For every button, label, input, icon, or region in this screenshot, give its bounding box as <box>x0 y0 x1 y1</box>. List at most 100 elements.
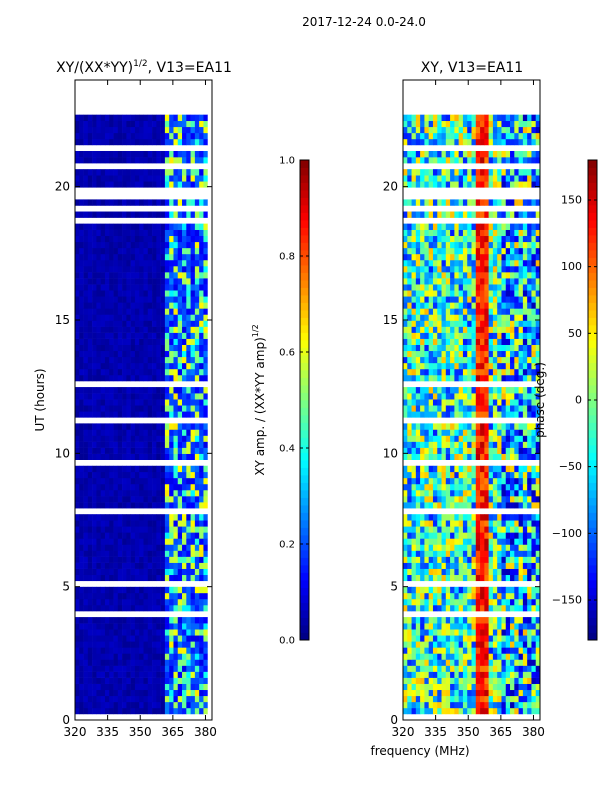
heatmap-cell <box>527 489 532 497</box>
heatmap-cell <box>471 629 477 636</box>
heatmap-cell <box>152 278 157 285</box>
heatmap-cell <box>100 514 106 521</box>
colorbar-segment <box>300 610 309 618</box>
heatmap-cell <box>510 647 515 654</box>
heatmap-cell <box>199 598 204 606</box>
heatmap-cell <box>424 471 429 479</box>
heatmap-cell <box>79 707 84 715</box>
heatmap-cell <box>492 453 498 460</box>
heatmap-cell <box>514 592 519 600</box>
heatmap-cell <box>203 526 209 533</box>
heatmap-cell <box>441 387 447 394</box>
heatmap-cell <box>75 556 80 563</box>
heatmap-cell <box>475 659 481 666</box>
heatmap-cell <box>83 556 89 563</box>
heatmap-cell <box>83 465 89 473</box>
heatmap-cell <box>113 157 119 164</box>
heatmap-cell <box>117 181 123 188</box>
heatmap-cell <box>126 514 131 521</box>
heatmap-cell <box>194 689 200 697</box>
heatmap-cell <box>152 229 157 237</box>
heatmap-cell <box>100 435 106 442</box>
heatmap-cell <box>147 175 153 182</box>
heatmap-cell <box>403 326 408 333</box>
heatmap-cell <box>199 223 204 230</box>
heatmap-cell <box>514 568 519 576</box>
heatmap-cell <box>122 175 127 182</box>
heatmap-cell <box>186 393 191 400</box>
heatmap-cell <box>497 689 502 697</box>
heatmap-cell <box>173 338 179 345</box>
heatmap-cell <box>194 181 200 188</box>
heatmap-cell <box>488 653 494 660</box>
heatmap-cell <box>143 677 149 684</box>
heatmap-cell <box>92 550 97 557</box>
heatmap-cell <box>492 683 498 691</box>
heatmap-cell <box>531 629 537 636</box>
heatmap-cell <box>182 356 187 364</box>
heatmap-cell <box>441 362 447 370</box>
heatmap-cell <box>411 635 417 642</box>
heatmap-cell <box>92 259 97 267</box>
heatmap-cell <box>531 320 537 327</box>
heatmap-cell <box>75 483 80 491</box>
heatmap-cell <box>441 477 447 485</box>
heatmap-cell <box>122 199 127 206</box>
heatmap-cell <box>518 393 524 400</box>
heatmap-cell <box>143 556 149 563</box>
heatmap-cell <box>134 641 140 648</box>
heatmap-cell <box>535 514 541 521</box>
heatmap-cell <box>130 695 136 703</box>
heatmap-cell <box>126 629 131 636</box>
heatmap-cell <box>462 374 468 382</box>
heatmap-cell <box>488 447 494 454</box>
heatmap-cell <box>501 689 507 697</box>
heatmap-cell <box>207 629 213 636</box>
heatmap-cell <box>475 368 481 376</box>
heatmap-cell <box>100 211 106 218</box>
heatmap-cell <box>428 483 434 491</box>
heatmap-cell <box>134 659 140 666</box>
heatmap-cell <box>462 489 468 497</box>
heatmap-cell <box>160 550 166 557</box>
heatmap-cell <box>169 477 174 485</box>
heatmap-cell <box>75 562 80 569</box>
heatmap-cell <box>411 441 417 448</box>
heatmap-cell <box>497 520 502 527</box>
heatmap-cell <box>169 568 174 576</box>
heatmap-cell <box>160 278 166 285</box>
heatmap-cell <box>428 520 434 527</box>
heatmap-cell <box>407 405 412 412</box>
heatmap-cell <box>109 138 114 146</box>
heatmap-cell <box>134 701 140 709</box>
heatmap-cell <box>134 138 140 146</box>
heatmap-cell <box>535 368 541 376</box>
heatmap-cell <box>143 707 149 715</box>
heatmap-cell <box>535 677 541 684</box>
heatmap-cell <box>458 393 464 400</box>
heatmap-cell <box>415 647 421 654</box>
heatmap-cell <box>92 374 97 382</box>
heatmap-cell <box>535 550 541 557</box>
heatmap-cell <box>199 229 204 237</box>
heatmap-cell <box>492 314 498 321</box>
heatmap-cell <box>492 393 498 400</box>
heatmap-cell <box>514 562 519 569</box>
heatmap-cell <box>407 465 412 473</box>
heatmap-cell <box>169 514 174 521</box>
heatmap-cell <box>75 695 80 703</box>
heatmap-cell <box>173 695 179 703</box>
colorbar-segment <box>300 197 309 206</box>
heatmap-cell <box>510 635 515 642</box>
heatmap-cell <box>156 617 161 624</box>
heatmap-cell <box>130 568 136 576</box>
heatmap-cell <box>190 338 196 345</box>
heatmap-cell <box>492 665 498 672</box>
heatmap-cell <box>527 556 532 563</box>
heatmap-cell <box>186 574 191 582</box>
heatmap-cell <box>501 502 507 509</box>
heatmap-cell <box>441 592 447 600</box>
heatmap-cell <box>522 520 528 527</box>
heatmap-cell <box>531 477 537 485</box>
heatmap-cell <box>445 502 451 509</box>
